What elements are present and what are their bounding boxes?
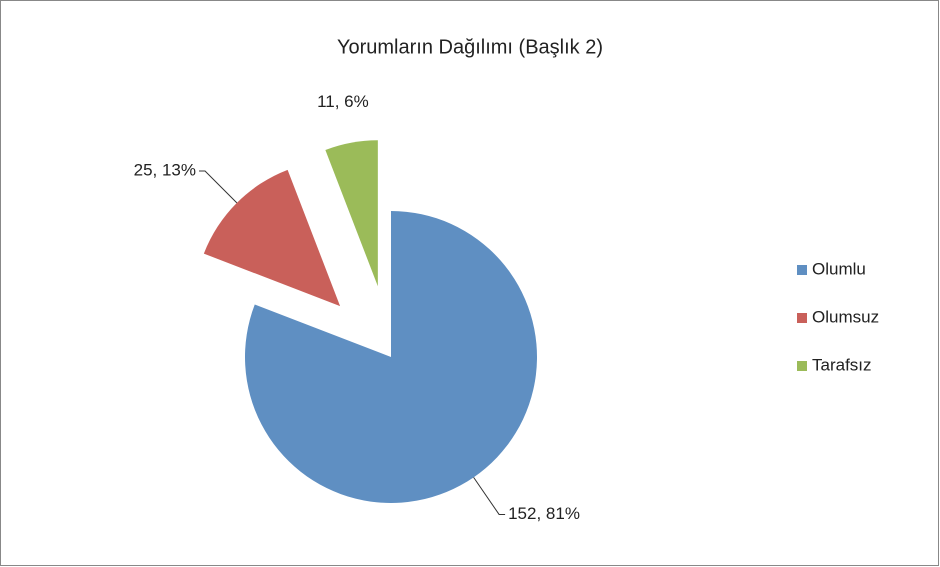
legend-swatch: [797, 361, 807, 371]
pie-slice: [325, 140, 378, 287]
data-label: 152, 81%: [508, 504, 580, 523]
legend-label: Olumsuz: [812, 307, 879, 326]
legend-label: Tarafsız: [812, 355, 872, 374]
pie-slice: [244, 211, 537, 503]
leader-line: [199, 170, 238, 204]
legend-label: Olumlu: [812, 259, 866, 278]
leader-line: [473, 477, 506, 515]
legend-swatch: [797, 313, 807, 323]
chart-title: Yorumların Dağılımı (Başlık 2): [337, 36, 603, 58]
pie-slice: [203, 169, 341, 307]
data-label: 25, 13%: [134, 161, 196, 180]
legend-swatch: [797, 265, 807, 275]
data-label: 11, 6%: [317, 92, 369, 111]
